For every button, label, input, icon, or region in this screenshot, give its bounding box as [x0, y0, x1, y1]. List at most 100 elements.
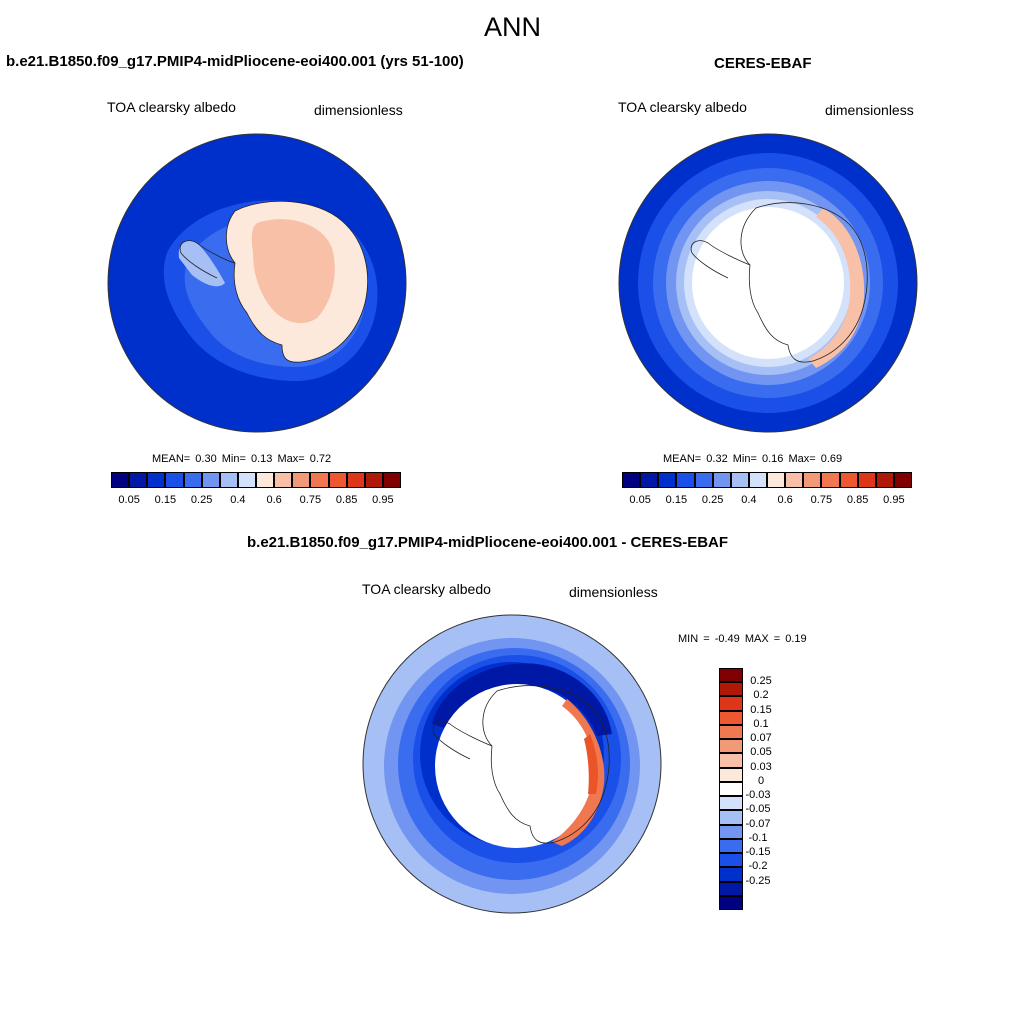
colorbar-swatch — [719, 682, 743, 697]
colorbar-swatch — [292, 472, 311, 488]
diff-strong-negative — [432, 663, 612, 736]
obs-mean-value: 0.32 — [706, 453, 728, 465]
colorbar-swatch — [803, 472, 822, 488]
obs-variable-label: TOA clearsky albedo — [618, 99, 747, 115]
colorbar-swatch — [346, 472, 365, 488]
colorbar-tick-label: 0.95 — [372, 494, 394, 506]
obs-polar-map — [618, 133, 918, 433]
model-min-label: Min= — [221, 453, 246, 465]
diff-max-label: MAX = — [744, 633, 781, 645]
model-mean-value: 0.30 — [195, 453, 217, 465]
colorbar-swatch — [785, 472, 804, 488]
diff-max-value: 0.19 — [785, 633, 807, 645]
obs-stats: MEAN= 0.32 Min= 0.16 Max= 0.69 — [663, 453, 842, 465]
colorbar-swatch — [658, 472, 677, 488]
colorbar-swatch — [730, 472, 749, 488]
colorbar-swatch — [719, 824, 743, 839]
colorbar-tick-label: 0.95 — [883, 494, 905, 506]
missing-data-area — [692, 207, 844, 359]
model-units-label: dimensionless — [314, 102, 403, 118]
colorbar-swatch — [719, 668, 743, 683]
colorbar-tick-label: 0.03 — [750, 760, 772, 773]
colorbar-swatch — [111, 472, 130, 488]
diff-min-value: -0.49 — [714, 633, 740, 645]
colorbar-tick-label: 0.1 — [753, 717, 769, 730]
colorbar-tick-label: 0.15 — [750, 703, 772, 716]
antarctic-coastline — [740, 202, 868, 363]
colorbar-tick-label: -0.25 — [745, 874, 771, 887]
colorbar-tick-label: -0.03 — [745, 789, 771, 802]
colorbar-swatch — [719, 781, 743, 797]
diff-positive-coastal — [552, 699, 605, 846]
obs-max-label: Max= — [788, 453, 816, 465]
colorbar-tick-label: 0.05 — [750, 746, 772, 759]
model-min-value: 0.13 — [250, 453, 273, 465]
colorbar-tick-label: 0.85 — [335, 494, 358, 506]
colorbar-swatch — [382, 472, 401, 488]
diff-units-label: dimensionless — [569, 584, 658, 600]
map-boundary — [618, 133, 918, 433]
colorbar-swatch — [719, 853, 743, 868]
model-max-value: 0.72 — [309, 453, 332, 465]
colorbar-swatch — [719, 696, 743, 711]
obs-units-label: dimensionless — [825, 102, 914, 118]
colorbar-tick-label: 0.6 — [266, 494, 282, 506]
model-case-title: b.e21.B1850.f09_g17.PMIP4-midPliocene-eo… — [6, 53, 464, 70]
model-mean-label: MEAN= — [152, 453, 191, 465]
diff-stats: MIN = -0.49 MAX = 0.19 — [678, 633, 807, 645]
colorbar-tick-label: 0.25 — [190, 494, 213, 506]
colorbar-tick-label: -0.05 — [745, 803, 771, 816]
colorbar-tick-label: 0.75 — [299, 494, 322, 506]
colorbar-swatch — [719, 810, 743, 825]
diff-polar-map — [362, 614, 662, 914]
colorbar-tick-label: 0.15 — [665, 494, 688, 506]
obs-case-title: CERES-EBAF — [714, 55, 812, 72]
colorbar-swatch — [256, 472, 275, 488]
colorbar-tick-label: -0.1 — [748, 831, 768, 844]
colorbar-swatch — [719, 895, 743, 910]
colorbar-swatch — [839, 472, 858, 488]
colorbar-swatch — [821, 472, 840, 488]
peninsula-shelf — [178, 240, 225, 287]
model-colorbar — [111, 472, 401, 488]
colorbar-swatch — [129, 472, 148, 488]
colorbar-swatch — [640, 472, 659, 488]
diff-colorbar — [719, 668, 743, 910]
colorbar-swatch — [310, 472, 329, 488]
colorbar-tick-label: 0.07 — [750, 732, 772, 745]
colorbar-swatch — [237, 472, 256, 488]
colorbar-swatch — [719, 867, 743, 882]
colorbar-swatch — [719, 710, 743, 725]
colorbar-swatch — [893, 472, 912, 488]
map-boundary — [107, 133, 407, 433]
colorbar-swatch — [719, 753, 743, 768]
colorbar-tick-label: 0.75 — [810, 494, 833, 506]
model-stats: MEAN= 0.30 Min= 0.13 Max= 0.72 — [152, 453, 331, 465]
diff-case-title: b.e21.B1850.f09_g17.PMIP4-midPliocene-eo… — [247, 534, 729, 551]
colorbar-swatch — [767, 472, 786, 488]
colorbar-swatch — [147, 472, 166, 488]
missing-data-area — [435, 684, 599, 848]
colorbar-swatch — [875, 472, 894, 488]
colorbar-swatch — [165, 472, 184, 488]
model-colorbar-labels: 0.05 0.15 0.25 0.4 0.6 0.75 0.85 0.95 — [111, 494, 401, 508]
model-polar-map — [107, 133, 407, 433]
obs-min-label: Min= — [732, 453, 757, 465]
colorbar-tick-label: 0.4 — [741, 494, 757, 506]
colorbar-swatch — [719, 724, 743, 740]
colorbar-swatch — [328, 472, 347, 488]
colorbar-swatch — [201, 472, 220, 488]
colorbar-tick-label: 0.25 — [750, 675, 772, 688]
colorbar-swatch — [719, 838, 743, 854]
obs-colorbar-labels: 0.05 0.15 0.25 0.4 0.6 0.75 0.85 0.95 — [622, 494, 912, 508]
continent-interior — [251, 219, 335, 324]
diff-variable-label: TOA clearsky albedo — [362, 581, 491, 597]
colorbar-swatch — [719, 739, 743, 754]
obs-colorbar — [622, 472, 912, 488]
peninsula-coastline — [179, 240, 236, 279]
colorbar-tick-label: 0 — [757, 774, 765, 787]
colorbar-swatch — [183, 472, 202, 488]
diff-positive-core — [584, 734, 598, 794]
diff-colorbar-labels: 0.25 0.2 0.15 0.1 0.07 0.05 0.03 0 -0.03 -0.05 -0.… — [745, 668, 808, 910]
colorbar-swatch — [364, 472, 383, 488]
